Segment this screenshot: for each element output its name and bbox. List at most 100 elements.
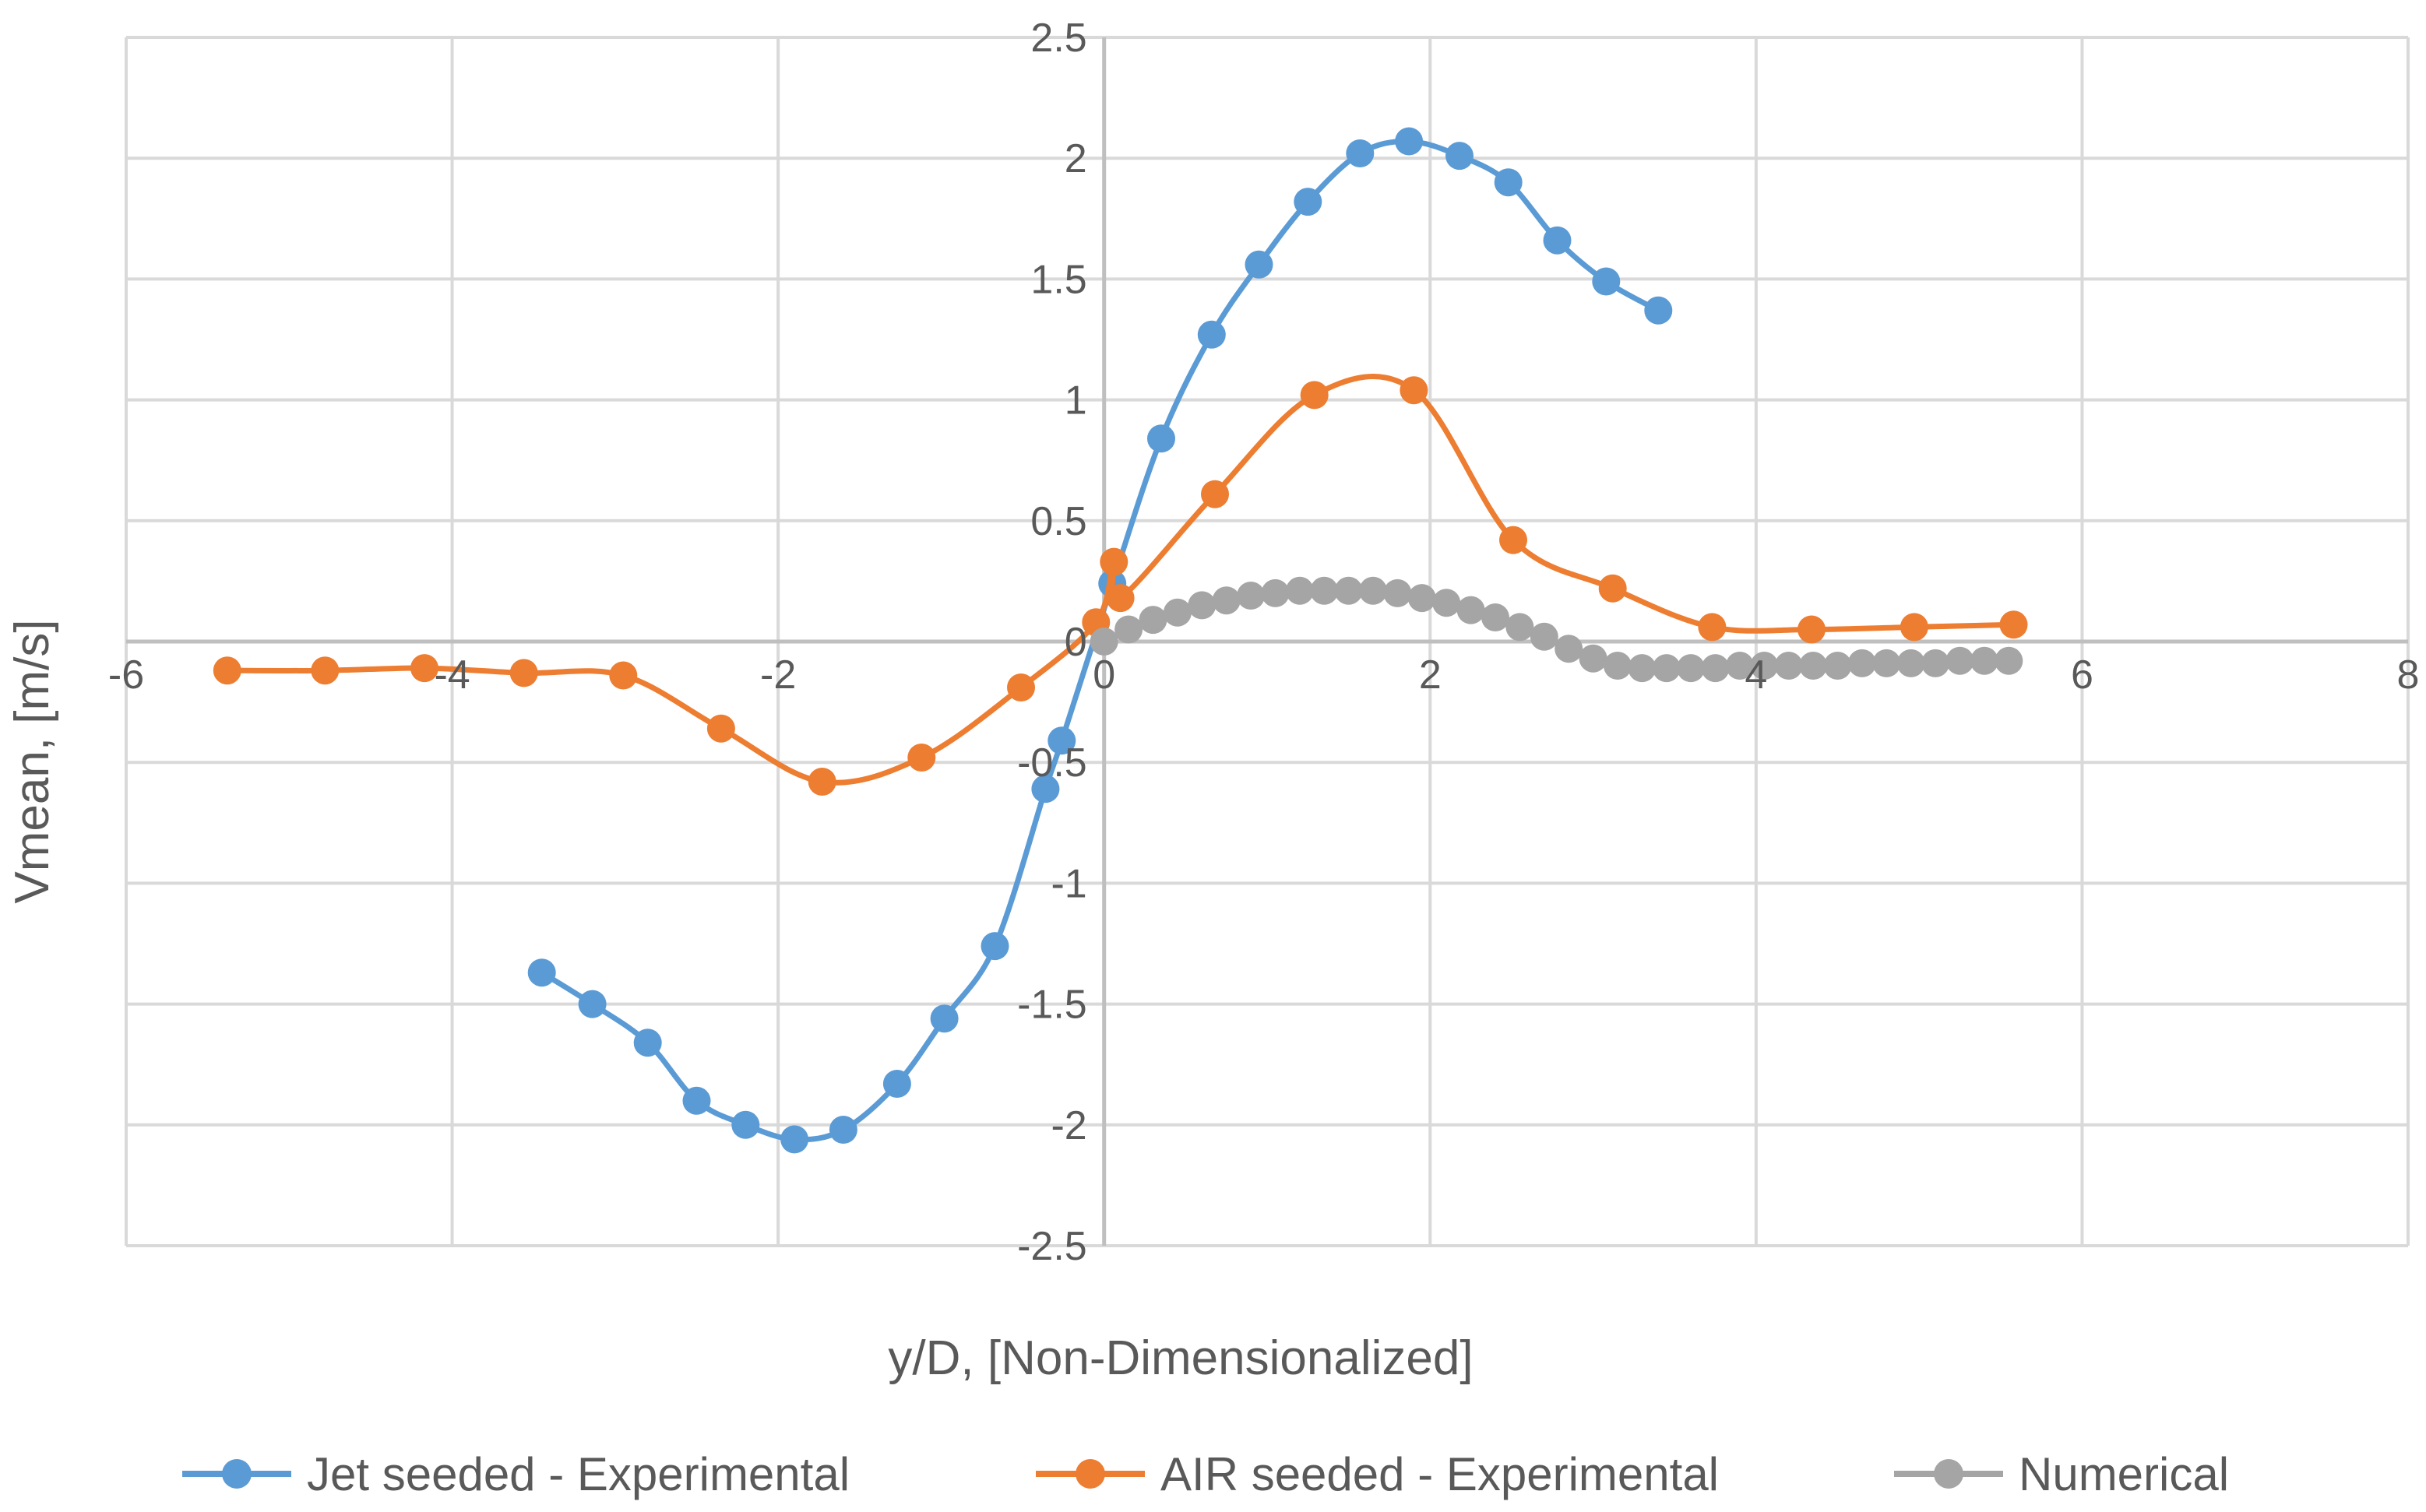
legend-entry-air-seeded-experimental: AIR seeded - Experimental xyxy=(1036,1448,1719,1500)
data-point-jet-seeded-experimental xyxy=(578,990,607,1018)
data-point-numerical xyxy=(1383,578,1412,607)
data-point-air-seeded-experimental xyxy=(609,661,638,690)
data-point-numerical xyxy=(1872,649,1901,677)
y-tick-label: 1.5 xyxy=(1030,257,1086,302)
y-tick-label: -0.5 xyxy=(1017,740,1087,786)
data-point-air-seeded-experimental xyxy=(1797,615,1826,644)
data-point-air-seeded-experimental xyxy=(1999,610,2028,639)
data-point-air-seeded-experimental xyxy=(1400,376,1428,405)
data-point-air-seeded-experimental xyxy=(311,656,340,685)
series-air-seeded-experimental xyxy=(213,374,2028,796)
data-point-numerical xyxy=(1628,654,1657,683)
data-point-air-seeded-experimental xyxy=(808,768,836,796)
data-point-air-seeded-experimental xyxy=(706,714,735,743)
data-point-numerical xyxy=(1505,613,1534,642)
data-point-numerical xyxy=(1677,654,1706,683)
data-point-jet-seeded-experimental xyxy=(1048,726,1076,755)
data-point-jet-seeded-experimental xyxy=(930,1004,959,1033)
legend-entry-numerical: Numerical xyxy=(1894,1448,2229,1500)
data-point-jet-seeded-experimental xyxy=(682,1086,711,1115)
data-point-numerical xyxy=(1188,591,1217,620)
data-point-numerical xyxy=(1847,649,1876,677)
y-tick-label: 2.5 xyxy=(1030,16,1086,61)
data-point-air-seeded-experimental xyxy=(1007,673,1035,701)
data-point-numerical xyxy=(1652,654,1681,683)
x-axis-title: y/D, [Non-Dimensionalized] xyxy=(888,1331,1473,1385)
data-point-jet-seeded-experimental xyxy=(780,1125,809,1154)
y-axis-title: Vmean, [m/s] xyxy=(5,619,59,903)
data-point-air-seeded-experimental xyxy=(1698,613,1727,642)
data-point-numerical xyxy=(1579,644,1607,673)
series-layer xyxy=(213,127,2028,1154)
data-point-jet-seeded-experimental xyxy=(1294,188,1322,216)
data-point-air-seeded-experimental xyxy=(1106,584,1135,613)
legend: Jet seeded - Experimental AIR seeded - Ex… xyxy=(182,1448,2229,1500)
data-point-air-seeded-experimental xyxy=(1499,526,1527,554)
data-point-numerical xyxy=(1285,576,1314,605)
data-point-numerical xyxy=(1481,603,1509,631)
series-numerical xyxy=(1090,576,2023,683)
legend-label: Jet seeded - Experimental xyxy=(307,1448,850,1500)
data-point-numerical xyxy=(1090,628,1118,656)
data-point-numerical xyxy=(1334,576,1363,605)
data-point-numerical xyxy=(1799,652,1828,680)
legend-label: AIR seeded - Experimental xyxy=(1160,1448,1719,1500)
data-point-air-seeded-experimental xyxy=(1598,574,1627,603)
data-point-air-seeded-experimental xyxy=(509,659,538,687)
legend-entry-jet-seeded-experimental: Jet seeded - Experimental xyxy=(182,1448,850,1500)
legend-marker xyxy=(1076,1459,1105,1489)
data-point-jet-seeded-experimental xyxy=(1494,168,1523,197)
legend-marker xyxy=(1934,1459,1963,1489)
data-point-jet-seeded-experimental xyxy=(981,932,1009,961)
data-point-numerical xyxy=(1114,615,1143,644)
data-point-numerical xyxy=(1921,649,1950,677)
data-point-jet-seeded-experimental xyxy=(882,1070,911,1098)
data-point-jet-seeded-experimental xyxy=(1346,139,1375,167)
data-point-air-seeded-experimental xyxy=(1300,381,1329,410)
data-point-numerical xyxy=(1701,654,1730,683)
data-point-numerical xyxy=(1995,646,2023,675)
data-point-jet-seeded-experimental xyxy=(1147,424,1175,453)
data-point-jet-seeded-experimental xyxy=(829,1116,857,1144)
data-point-air-seeded-experimental xyxy=(1201,480,1229,508)
x-tick-label: -2 xyxy=(760,652,796,698)
data-point-numerical xyxy=(1774,652,1803,680)
data-point-numerical xyxy=(1310,576,1339,605)
data-point-numerical xyxy=(1945,646,1974,675)
legend-label: Numerical xyxy=(2019,1448,2229,1500)
x-tick-label: 8 xyxy=(2397,652,2420,698)
x-tick-label: -4 xyxy=(434,652,470,698)
data-point-numerical xyxy=(1212,586,1241,615)
data-point-numerical xyxy=(1261,578,1290,607)
data-point-numerical xyxy=(1604,652,1632,680)
data-point-numerical xyxy=(1555,635,1583,663)
legend-marker xyxy=(222,1459,252,1489)
data-point-jet-seeded-experimental xyxy=(1197,320,1226,349)
data-point-jet-seeded-experimental xyxy=(527,958,556,987)
data-point-air-seeded-experimental xyxy=(907,744,936,772)
data-point-numerical xyxy=(1139,606,1167,635)
x-tick-label: 4 xyxy=(1745,652,1767,698)
y-tick-label: 0 xyxy=(1065,620,1087,665)
tick-labels: -6 -4 -2 0 2 4 6 82.521.510.50-0.5-1-1.5-2-2.5 xyxy=(108,16,2420,1269)
data-point-jet-seeded-experimental xyxy=(1395,127,1424,156)
y-tick-label: -2.5 xyxy=(1017,1224,1087,1269)
data-point-air-seeded-experimental xyxy=(213,656,241,685)
data-point-numerical xyxy=(1163,598,1192,627)
data-point-numerical xyxy=(1970,646,1998,675)
data-point-jet-seeded-experimental xyxy=(1245,250,1273,279)
data-point-numerical xyxy=(1432,589,1461,617)
x-tick-label: 0 xyxy=(1093,652,1115,698)
y-tick-label: -1.5 xyxy=(1017,983,1087,1028)
data-point-jet-seeded-experimental xyxy=(731,1110,760,1139)
y-tick-label: 2 xyxy=(1065,136,1087,181)
y-tick-label: -2 xyxy=(1051,1103,1086,1148)
data-point-jet-seeded-experimental xyxy=(1445,142,1474,171)
x-tick-label: 6 xyxy=(2071,652,2093,698)
data-point-air-seeded-experimental xyxy=(1100,547,1128,576)
data-point-numerical xyxy=(1750,652,1779,680)
data-point-numerical xyxy=(1725,652,1754,680)
data-point-numerical xyxy=(1407,584,1436,613)
